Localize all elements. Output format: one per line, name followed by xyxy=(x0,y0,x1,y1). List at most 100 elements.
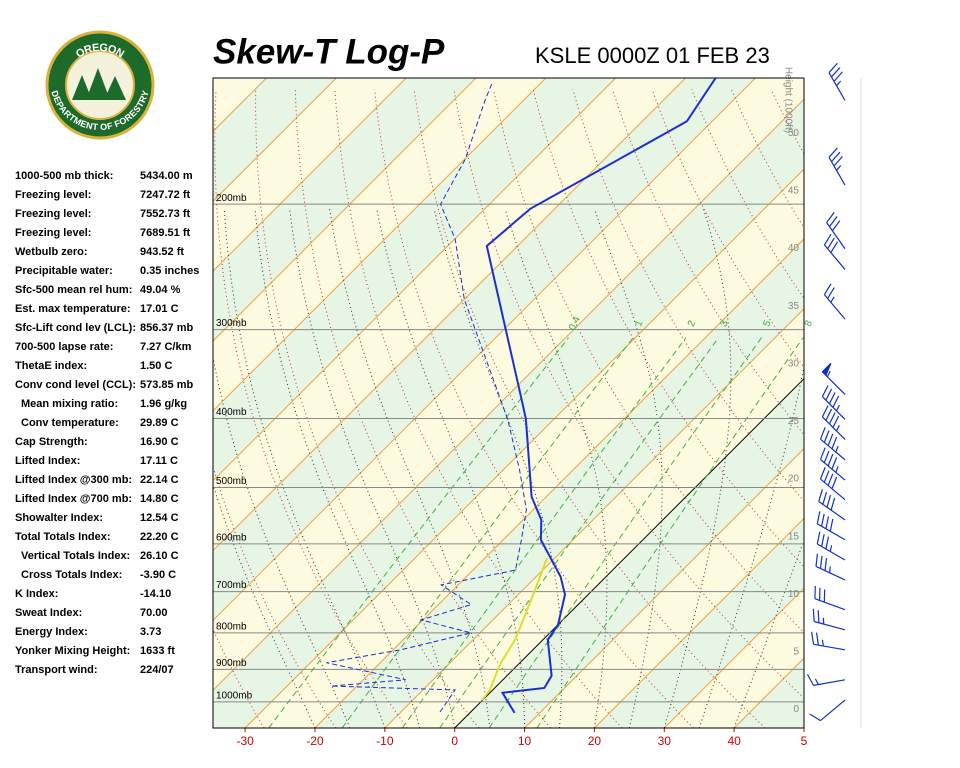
mixing-ratio-line xyxy=(341,337,634,728)
stat-label: Vertical Totals Index: xyxy=(21,550,130,562)
plot: 0.4 1 2 3 5 8200mb300mb400mb500mb600mb700mb80… xyxy=(216,62,846,748)
isotherm xyxy=(213,78,337,202)
isotherm xyxy=(594,517,804,728)
stat-value: 16.90 C xyxy=(140,436,179,448)
stat-value: 573.85 mb xyxy=(140,379,193,391)
dry-adiabat xyxy=(255,89,480,728)
stat-value: 224/07 xyxy=(140,664,174,676)
wind-barb xyxy=(819,427,846,461)
x-tick-label: 5 xyxy=(801,734,808,748)
plot-background xyxy=(213,78,960,728)
height-tick-label: 15 xyxy=(788,531,800,542)
moist-adiabat xyxy=(593,208,663,728)
stat-label: Mean mixing ratio: xyxy=(21,398,118,410)
dry-adiabat xyxy=(493,89,804,634)
stat-value: 17.11 C xyxy=(140,455,178,467)
height-tick-label: 40 xyxy=(788,243,800,254)
wind-barb xyxy=(821,405,846,440)
isotherm xyxy=(213,78,617,482)
stat-label: Est. max temperature: xyxy=(15,303,131,315)
wind-barb xyxy=(828,147,846,186)
y-tick-label: 300mb xyxy=(216,318,247,329)
height-tick-label: 30 xyxy=(788,358,800,369)
stat-value: 943.52 ft xyxy=(140,246,184,258)
stat-label: Freezing level: xyxy=(15,189,91,201)
stat-label: Sweat Index: xyxy=(15,607,82,619)
dry-adiabat xyxy=(532,89,804,568)
stat-label: Total Totals Index: xyxy=(15,531,111,543)
moist-adiabat xyxy=(733,538,804,728)
wind-barb xyxy=(812,608,846,631)
wind-barb xyxy=(828,62,846,101)
mixing-ratio-label: 1 xyxy=(633,318,646,328)
band xyxy=(213,99,804,728)
wind-barb xyxy=(816,511,846,541)
dry-adiabat xyxy=(850,89,960,728)
y-tick-label: 1000mb xyxy=(216,691,253,702)
y-tick-label: 400mb xyxy=(216,407,247,418)
mixing-ratio-line xyxy=(268,337,569,728)
stat-label: Sfc-500 mean rel hum: xyxy=(15,284,132,296)
series-group xyxy=(326,78,717,714)
stat-value: 856.37 mb xyxy=(140,322,193,334)
stat-value: 70.00 xyxy=(140,607,168,619)
wind-barb xyxy=(806,673,846,686)
stat-value: 5434.00 m xyxy=(140,170,193,182)
stat-label: K Index: xyxy=(15,588,58,600)
height-tick-label: 45 xyxy=(788,186,800,197)
x-tick-label: -20 xyxy=(306,734,324,748)
stat-label: Freezing level: xyxy=(15,227,91,239)
chart-subtitle: KSLE 0000Z 01 FEB 23 xyxy=(535,43,770,68)
y-tick-label: 200mb xyxy=(216,193,247,204)
stat-label: Precipitable water: xyxy=(15,265,113,277)
stat-value: 1633 ft xyxy=(140,645,175,657)
band xyxy=(213,78,804,691)
isotherm xyxy=(213,78,756,622)
stat-value: 29.89 C xyxy=(140,417,179,429)
height-tick-label: 25 xyxy=(788,416,800,427)
stat-value: 1.50 C xyxy=(140,360,172,372)
height-tick-label: 20 xyxy=(788,474,800,485)
isotherm xyxy=(213,78,477,342)
stat-label: Conv temperature: xyxy=(21,417,119,429)
wind-barb xyxy=(809,699,846,722)
isotherm xyxy=(874,78,960,728)
stat-label: 700-500 lapse rate: xyxy=(15,341,113,353)
height-tick-label: 0 xyxy=(793,704,799,715)
mixing-ratio-label: 2 xyxy=(686,318,699,328)
x-tick-label: 20 xyxy=(588,734,602,748)
chart-title: Skew-T Log-P xyxy=(213,32,445,71)
height-tick-label: 35 xyxy=(788,301,800,312)
stat-value: 14.80 C xyxy=(140,493,179,505)
x-tick-label: 40 xyxy=(727,734,741,748)
isotherm xyxy=(213,78,407,272)
isotherm xyxy=(384,308,804,728)
moist-adiabat xyxy=(504,208,608,728)
wind-barb xyxy=(818,489,846,521)
stat-value: 26.10 C xyxy=(140,550,179,562)
dry-adiabat xyxy=(334,89,623,728)
stat-label: Lifted Index @300 mb: xyxy=(15,474,132,486)
stat-label: Yonker Mixing Height: xyxy=(15,645,130,657)
profile-line xyxy=(485,78,717,714)
profile-line xyxy=(481,557,549,701)
wind-barb xyxy=(819,467,846,501)
wind-barb xyxy=(826,212,846,250)
logo-top: OREGON xyxy=(74,42,126,61)
y-tick-label: 700mb xyxy=(216,580,247,591)
profile-line xyxy=(326,82,527,713)
mixing-ratio-label: 8 xyxy=(803,318,816,328)
x-tick-label: -10 xyxy=(376,734,394,748)
stat-label: Showalter Index: xyxy=(15,512,103,524)
stat-label: 1000-500 mb thick: xyxy=(15,170,113,182)
stat-value: 7552.73 ft xyxy=(140,208,190,220)
isotherm xyxy=(244,168,804,728)
stat-value: 22.20 C xyxy=(140,531,179,543)
stat-value: 7247.72 ft xyxy=(140,189,190,201)
height-axis-label: Height (1000ft) xyxy=(782,67,793,133)
stat-value: 7.27 C/km xyxy=(140,341,192,353)
isotherm xyxy=(524,447,804,728)
stat-label: Wetbulb zero: xyxy=(15,246,88,258)
stat-value: 12.54 C xyxy=(140,512,179,524)
